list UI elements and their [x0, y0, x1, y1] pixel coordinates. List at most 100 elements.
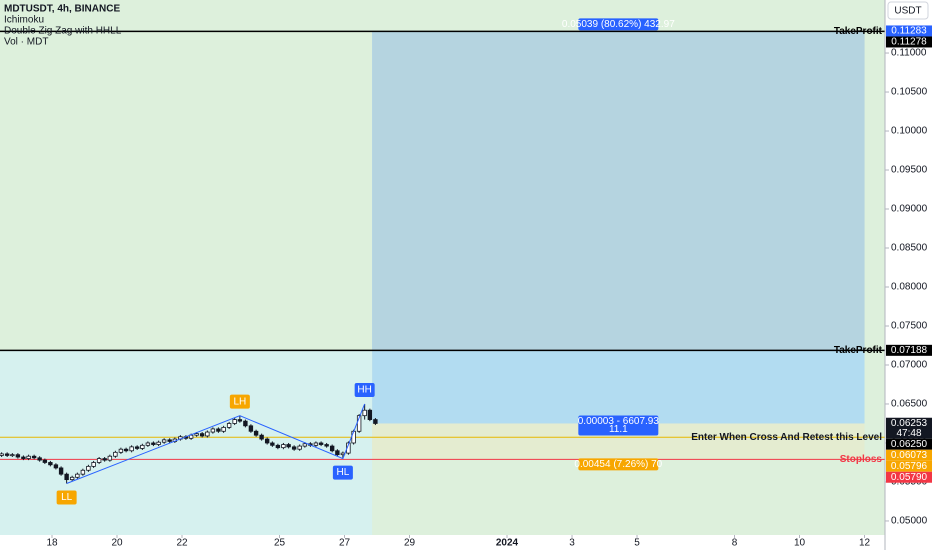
x-tick-label: 10: [794, 538, 806, 549]
candle-body: [232, 419, 237, 424]
candle-body: [145, 442, 151, 446]
candle-body: [113, 451, 118, 457]
currency-label: USDT: [894, 6, 921, 17]
candle-body: [21, 456, 26, 459]
level-label: Enter When Cross And Retest this Level: [691, 432, 882, 443]
y-tick-label: 0.10500: [891, 87, 928, 98]
candle-body: [134, 446, 140, 449]
candle-body: [324, 444, 329, 447]
price-tag: [886, 449, 932, 461]
candle-body: [26, 455, 31, 459]
candle-body: [80, 469, 86, 475]
indicator-name: Vol · MDT: [4, 37, 48, 48]
candle-body: [31, 455, 37, 459]
candle-body: [64, 473, 69, 481]
candle-body: [86, 465, 91, 471]
candle-body: [91, 462, 96, 467]
candle-body: [243, 420, 248, 427]
candle-body: [4, 453, 10, 456]
price-tag: [886, 36, 932, 48]
price-tag-label: 0.05796: [891, 461, 928, 472]
price-tag-countdown: 47:48: [896, 428, 921, 439]
y-tick-label: 0.08000: [891, 282, 928, 293]
time-axis: [0, 535, 885, 550]
candle-body: [329, 445, 335, 452]
candle-body: [53, 464, 59, 469]
y-tick-label: 0.09500: [891, 165, 928, 176]
candle-body: [151, 442, 156, 445]
x-tick-label: 25: [274, 538, 286, 549]
price-tag: [886, 417, 932, 439]
position-entry-label: 11.1: [609, 424, 628, 435]
price-tag-label: 0.07188: [891, 345, 928, 356]
pivot-label: HL: [336, 467, 349, 478]
candle-body: [205, 431, 210, 437]
pivot-marker: [229, 394, 250, 409]
y-tick-label: 0.07000: [891, 360, 928, 371]
x-tick-label: 2024: [496, 538, 519, 549]
price-tag-label: 0.06073: [891, 450, 928, 461]
candle-body: [270, 442, 275, 446]
candle-body: [140, 444, 145, 449]
x-tick-label: 3: [569, 538, 575, 549]
candle-body: [216, 428, 221, 432]
y-tick-label: 0.08500: [891, 243, 928, 254]
x-tick-label: 29: [404, 538, 416, 549]
x-tick-label: 22: [176, 538, 188, 549]
candle-body: [281, 444, 286, 449]
level-label: TakeProfit: [834, 26, 883, 37]
candle-body: [318, 442, 324, 445]
candle-body: [123, 448, 129, 452]
y-tick-label: 0.09000: [891, 204, 928, 215]
y-tick-label: 0.07500: [891, 321, 928, 332]
currency-button[interactable]: [887, 1, 929, 20]
candle-body: [367, 409, 373, 420]
candle-body: [253, 430, 259, 436]
candle-body: [107, 455, 113, 461]
pivot-label: LL: [61, 492, 73, 503]
candle-body: [335, 450, 340, 456]
candle-body: [58, 467, 64, 475]
candle-body: [302, 443, 308, 447]
candle-body: [226, 423, 232, 428]
candle-body: [199, 433, 205, 437]
candle-body: [286, 444, 291, 448]
x-tick-label: 5: [634, 538, 640, 549]
position-label-box: [578, 415, 659, 436]
candle-body: [156, 441, 161, 445]
price-tag: [886, 460, 932, 472]
candle-body: [48, 462, 53, 466]
candle-body: [0, 453, 4, 456]
candle-body: [75, 473, 80, 478]
level-label: TakeProfit: [834, 345, 883, 356]
y-tick-label: 0.06500: [891, 399, 928, 410]
position-target-label: 0.05039 (80.62%) 432.97: [562, 19, 675, 30]
candle-body: [69, 476, 75, 481]
price-tag: [886, 438, 932, 450]
price-tag-label: 0.05790: [891, 472, 928, 483]
candle-body: [194, 433, 199, 436]
candle-body: [297, 445, 302, 450]
target-zone-upper: [372, 31, 865, 351]
candle-body: [291, 446, 297, 450]
candle-body: [264, 438, 270, 444]
price-tag-label: 0.06250: [891, 439, 928, 450]
candle-body: [10, 454, 15, 457]
pivot-marker: [56, 490, 77, 505]
indicator-name: Double Zig Zag with HHLL: [4, 26, 122, 37]
x-tick-label: 12: [859, 538, 871, 549]
candle-body: [373, 419, 378, 424]
candle-body: [313, 442, 319, 446]
position-label-box: [578, 18, 659, 31]
indicator-name: Ichimoku: [4, 15, 44, 26]
price-tag-label: 0.11278: [891, 37, 927, 48]
price-tag: [886, 344, 932, 356]
y-tick-label: 0.05000: [891, 516, 928, 527]
x-tick-label: 8: [732, 538, 738, 549]
pivot-marker: [354, 382, 375, 397]
chart-title: MDTUSDT, 4h, BINANCE: [4, 4, 120, 15]
x-tick-label: 18: [46, 538, 58, 549]
candle-body: [259, 434, 264, 440]
candle-body: [37, 457, 42, 461]
